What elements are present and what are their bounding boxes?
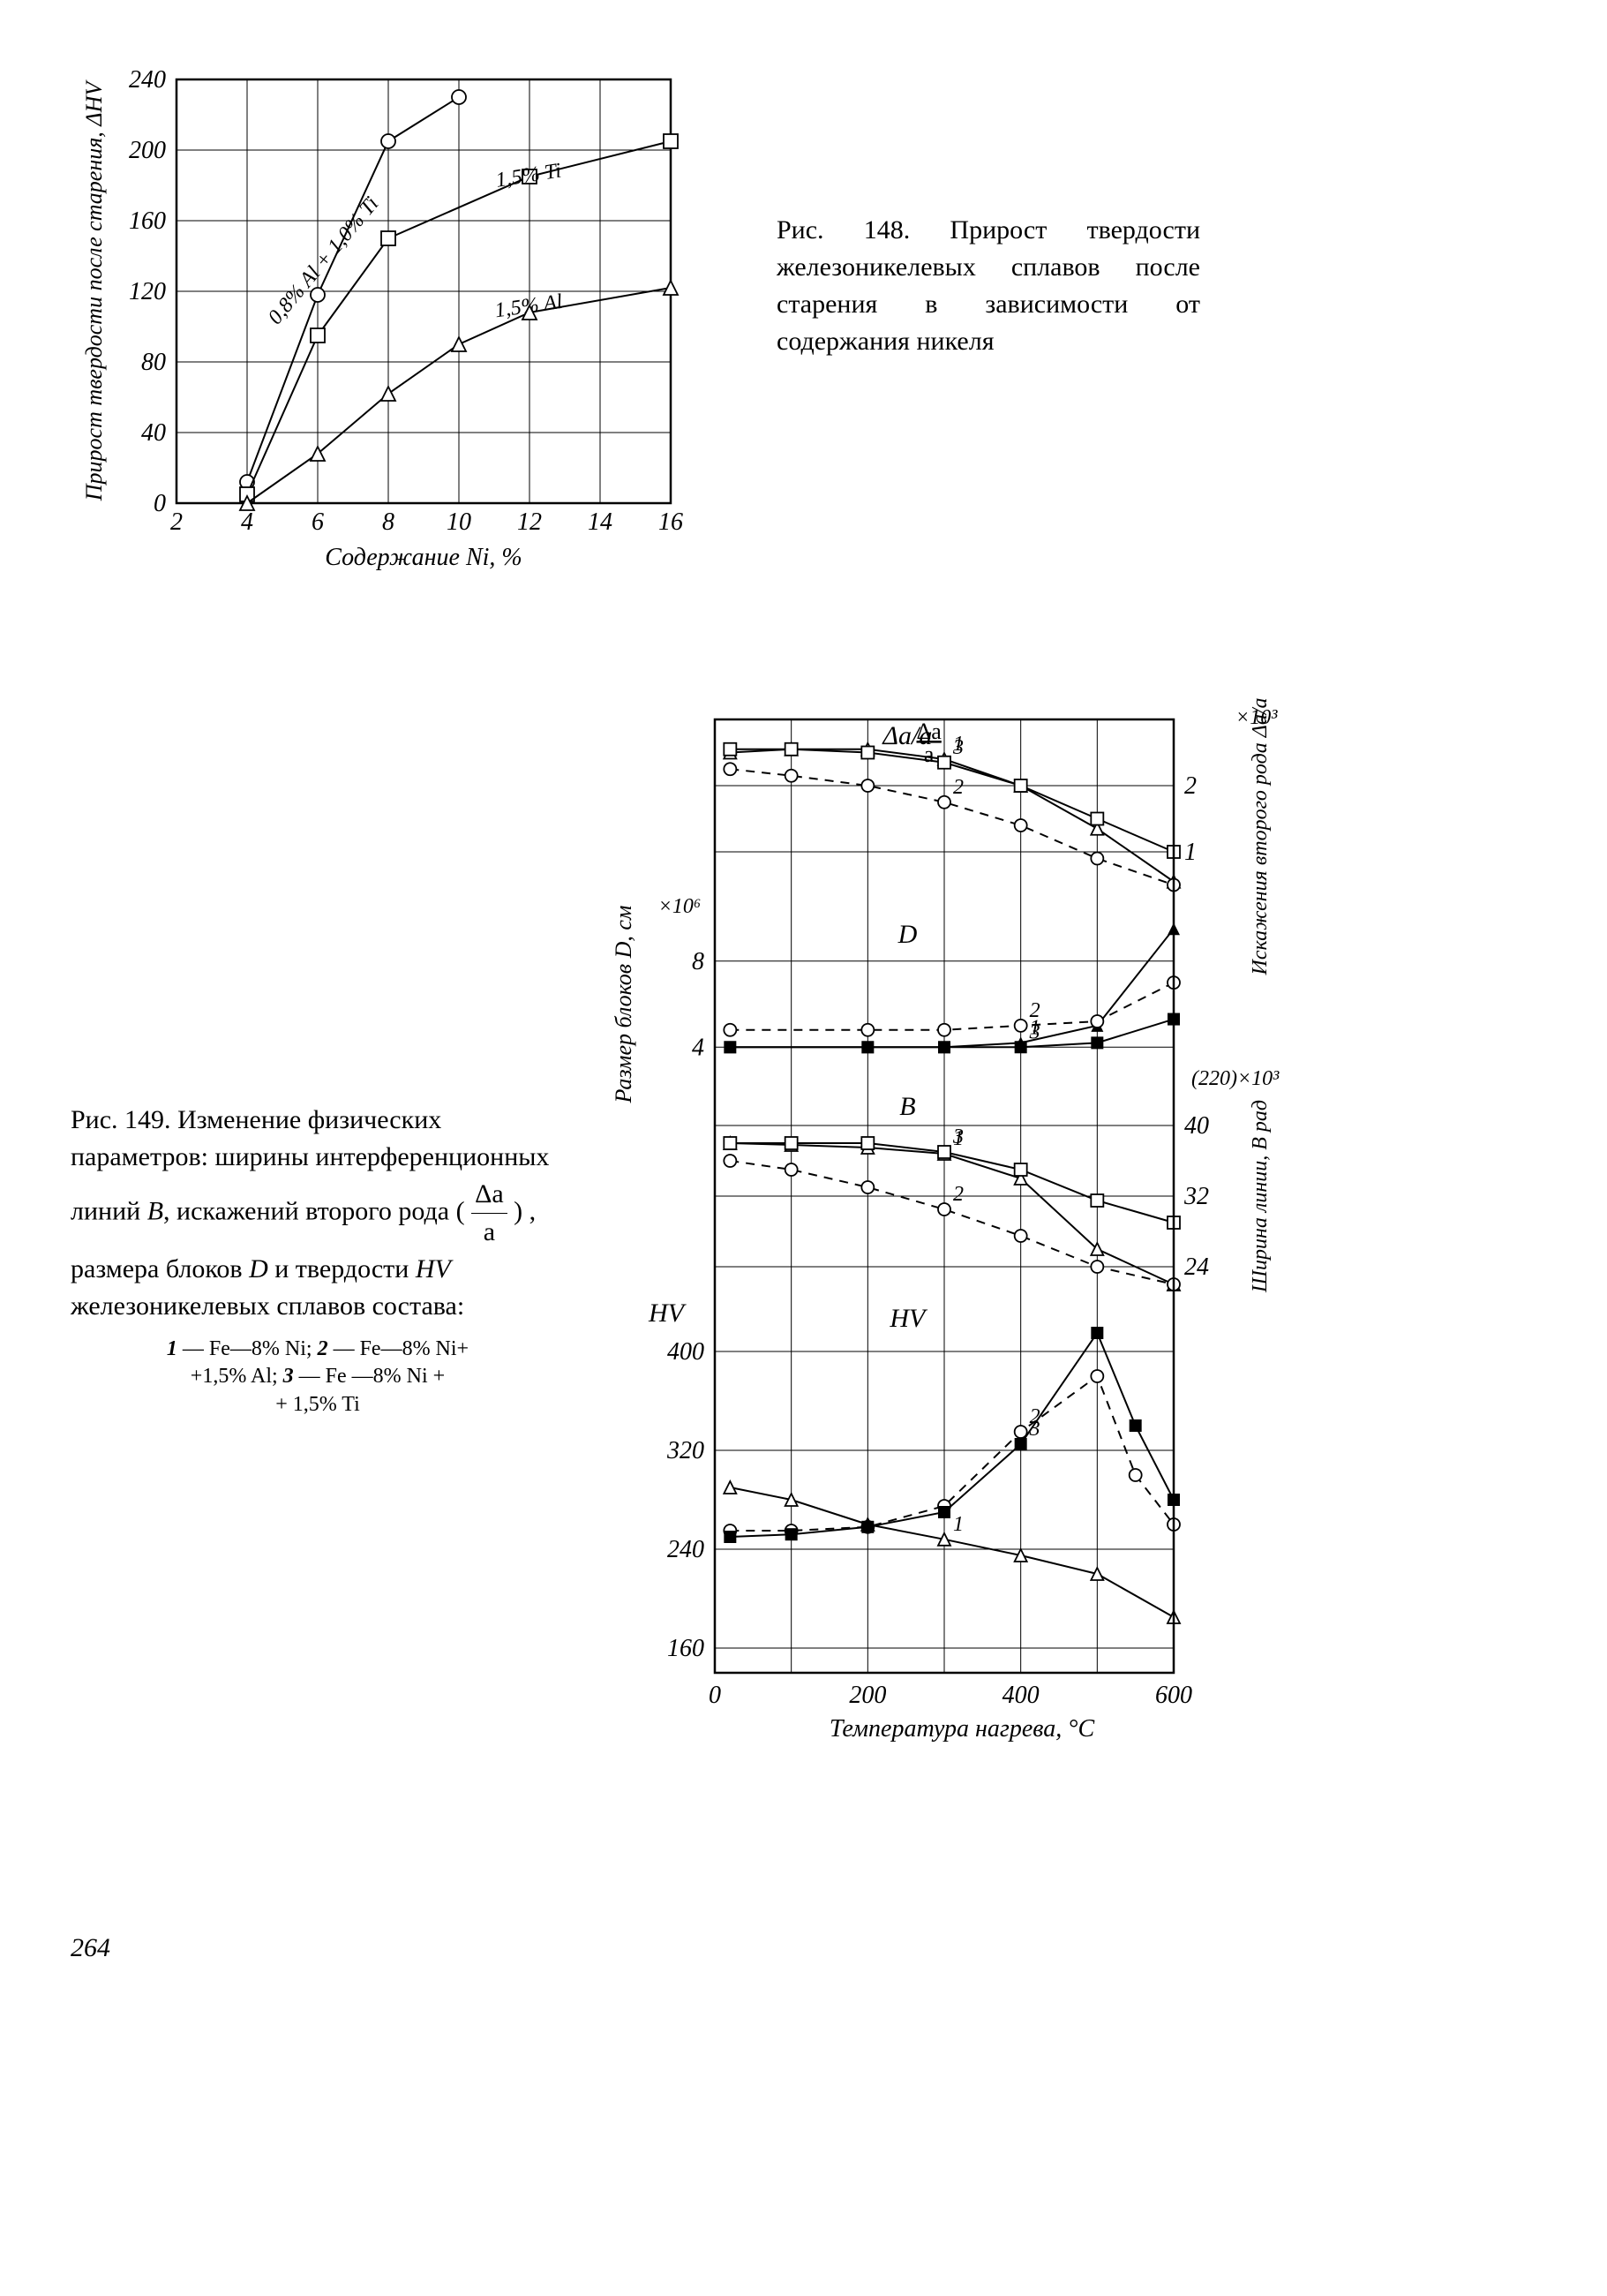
svg-text:240: 240 xyxy=(667,1536,704,1563)
caption-sym-B: B xyxy=(147,1197,163,1226)
svg-text:160: 160 xyxy=(667,1635,704,1662)
svg-text:400: 400 xyxy=(1002,1682,1040,1709)
svg-text:120: 120 xyxy=(129,278,166,305)
svg-text:320: 320 xyxy=(666,1437,704,1464)
figure-149-block: Рис. 149. Изменение физических параметро… xyxy=(71,693,1536,1827)
svg-text:Δa: Δa xyxy=(917,719,942,744)
caption-text-5: железоникелевых сплавов состава: xyxy=(71,1291,464,1321)
svg-text:24: 24 xyxy=(1184,1253,1209,1281)
frac-bot: a xyxy=(471,1214,507,1251)
svg-text:B: B xyxy=(899,1092,915,1121)
svg-text:Размер блоков D, см: Размер блоков D, см xyxy=(611,906,636,1104)
svg-text:a: a xyxy=(924,741,935,767)
figure-148-caption: Рис. 148. Прирост твердости железоникеле… xyxy=(777,212,1200,360)
svg-text:Содержание Ni, %: Содержание Ni, % xyxy=(325,544,522,571)
svg-text:1: 1 xyxy=(953,1513,964,1536)
svg-text:2: 2 xyxy=(1030,999,1040,1022)
svg-text:3: 3 xyxy=(1029,1418,1040,1441)
svg-text:2: 2 xyxy=(953,1183,964,1206)
svg-text:10: 10 xyxy=(447,508,471,536)
svg-text:40: 40 xyxy=(1184,1112,1209,1140)
svg-text:0,8% Al + 1,0% Ti: 0,8% Al + 1,0% Ti xyxy=(264,192,383,328)
svg-text:12: 12 xyxy=(517,508,542,536)
svg-text:2: 2 xyxy=(953,776,964,799)
caption-prefix: Рис. 149. xyxy=(71,1105,177,1134)
page-number: 264 xyxy=(71,1933,1536,1963)
svg-text:2: 2 xyxy=(170,508,183,536)
frac-top: Δa xyxy=(471,1176,507,1214)
svg-text:32: 32 xyxy=(1183,1183,1209,1210)
svg-text:2: 2 xyxy=(1184,772,1197,800)
figure-149-legend: 1 — Fe—8% Ni; 2 — Fe—8% Ni++1,5% Al; 3 —… xyxy=(71,1336,565,1419)
svg-text:80: 80 xyxy=(141,349,166,376)
svg-text:Прирост твердости после старен: Прирост твердости после старения, ΔHV xyxy=(81,79,107,502)
svg-text:Температура нагрева, °C: Температура нагрева, °C xyxy=(830,1715,1095,1743)
svg-text:3: 3 xyxy=(952,736,964,759)
svg-text:4: 4 xyxy=(241,508,253,536)
svg-text:160: 160 xyxy=(129,207,166,235)
svg-text:16: 16 xyxy=(658,508,683,536)
svg-text:HV: HV xyxy=(889,1304,928,1333)
caption-sym-D: D xyxy=(249,1254,268,1284)
svg-text:6: 6 xyxy=(312,508,324,536)
figure-148-chart: 246810121416040801201602002400,8% Al + 1… xyxy=(71,53,741,622)
svg-text:Искажения второго рода Δa/a: Искажения второго рода Δa/a xyxy=(1249,697,1272,975)
svg-text:D: D xyxy=(897,920,918,949)
svg-text:3: 3 xyxy=(952,1125,964,1148)
svg-text:1,5% Al: 1,5% Al xyxy=(493,290,564,322)
svg-text:8: 8 xyxy=(382,508,394,536)
svg-text:14: 14 xyxy=(588,508,612,536)
svg-text:0: 0 xyxy=(154,490,166,517)
svg-text:1,5% Ti: 1,5% Ti xyxy=(494,159,563,192)
svg-text:240: 240 xyxy=(129,66,166,94)
svg-text:0: 0 xyxy=(709,1682,721,1709)
svg-text:×10⁶: ×10⁶ xyxy=(658,895,702,918)
figure-149-chart: 12Δa/a12348D123243240B123160240320400HV1… xyxy=(600,693,1306,1827)
svg-text:Ширина линии, B рад: Ширина линии, B рад xyxy=(1249,1100,1272,1293)
svg-text:1: 1 xyxy=(1184,839,1197,866)
svg-text:HV: HV xyxy=(648,1299,687,1328)
svg-text:200: 200 xyxy=(129,137,166,164)
svg-text:4: 4 xyxy=(692,1034,704,1061)
svg-text:400: 400 xyxy=(667,1338,704,1366)
figure-148-block: 246810121416040801201602002400,8% Al + 1… xyxy=(71,53,1536,622)
svg-text:600: 600 xyxy=(1155,1682,1192,1709)
svg-text:×10³: ×10³ xyxy=(1235,706,1278,729)
caption-sym-HV: HV xyxy=(416,1254,451,1284)
caption-text-4: и твердости xyxy=(268,1254,416,1284)
figure-149-caption: Рис. 149. Изменение физических параметро… xyxy=(71,1102,565,1419)
svg-text:8: 8 xyxy=(692,948,704,975)
caption-text-2: , искажений второго рода xyxy=(163,1197,456,1226)
svg-text:40: 40 xyxy=(141,419,166,447)
svg-text:(220)×10³: (220)×10³ xyxy=(1191,1067,1280,1090)
caption-prefix: Рис. 148. xyxy=(777,215,950,245)
svg-text:3: 3 xyxy=(1029,1020,1040,1043)
svg-text:200: 200 xyxy=(849,1682,886,1709)
